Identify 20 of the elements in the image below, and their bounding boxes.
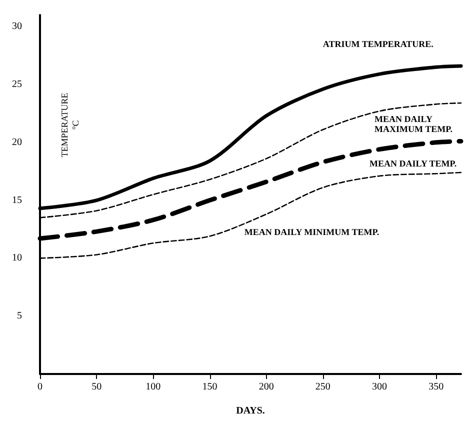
x-tick-label: 350 <box>428 382 444 392</box>
x-tick-label: 200 <box>258 382 274 392</box>
y-tick-label: 30 <box>12 21 22 32</box>
x-tick-label: 300 <box>372 382 388 392</box>
y-tick-label: 5 <box>17 310 22 322</box>
y-tick-label: 25 <box>12 78 22 90</box>
x-tick-label: 50 <box>92 382 102 392</box>
x-axis-title: DAYS. <box>236 406 266 416</box>
series-label: MEAN DAILY MAXIMUM TEMP. <box>374 114 453 134</box>
x-tick-label: 0 <box>38 382 42 392</box>
text: ATRIUM TEMPERATURE. <box>322 39 434 50</box>
x-tick-label: 100 <box>146 382 161 392</box>
x-tick-label: 150 <box>202 382 218 392</box>
y-axis-title: TEMPERATURE °C <box>60 92 80 158</box>
y-tick-label: 15 <box>12 194 22 206</box>
series-label: MEAN DAILY MINIMUM TEMP. <box>244 227 380 238</box>
y-tick-label: 10 <box>12 252 22 264</box>
x-tick-label: 250 <box>315 382 330 392</box>
y-tick-label: 20 <box>12 136 22 148</box>
series-label: MEAN DAILY TEMP. <box>370 158 457 168</box>
